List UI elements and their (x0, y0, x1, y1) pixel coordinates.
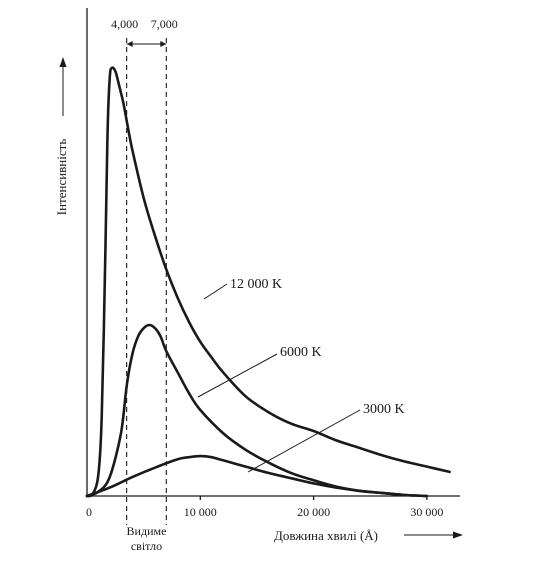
band-end-label: 7,000 (151, 17, 178, 31)
band-arrow-left (126, 41, 133, 47)
band-arrow-right (160, 41, 167, 47)
band-caption-line2: світло (131, 539, 162, 553)
band-caption-line1: Видиме (127, 524, 167, 538)
x-axis-label: Довжина хвилі (Å) (274, 528, 378, 543)
y-axis-arrowhead (59, 57, 67, 67)
label-6000k: 6000 K (280, 345, 322, 360)
label-3000k: 3000 K (363, 402, 405, 417)
x-axis-arrowhead (453, 531, 463, 539)
x-tick-label: 30 000 (410, 505, 443, 519)
series-labels: 12 000 K 6000 K 3000 K (197, 277, 405, 473)
x-tick-label: 20 000 (297, 505, 330, 519)
x-tick-label: 10 000 (184, 505, 217, 519)
band-start-label: 4,000 (111, 17, 138, 31)
curve-12000k (85, 66, 451, 498)
label-3000k-leader (247, 409, 361, 473)
label-12000k-leader (203, 283, 228, 300)
label-6000k-leader (197, 353, 278, 398)
curve-3000k (85, 454, 429, 498)
curves (85, 66, 451, 498)
label-12000k: 12 000 K (230, 277, 282, 292)
y-axis-label: Інтенсивність (54, 139, 69, 216)
x-ticks: 0 10 000 20 000 30 000 (86, 496, 443, 519)
x-tick-label: 0 (86, 505, 92, 519)
